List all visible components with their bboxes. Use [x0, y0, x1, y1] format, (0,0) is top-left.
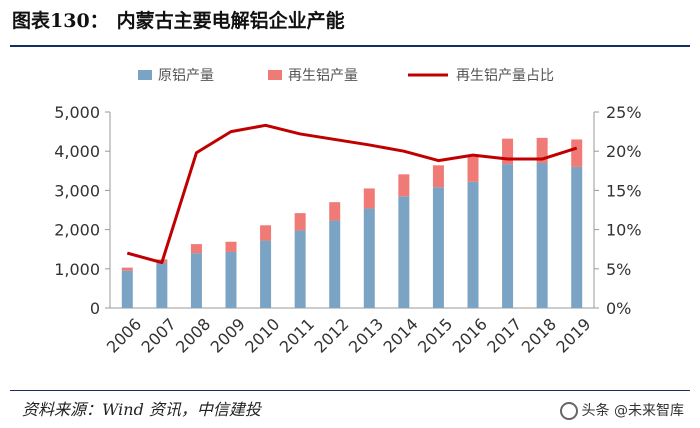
bar-recycled-aluminum — [121, 267, 133, 271]
bar-recycled-aluminum — [190, 244, 202, 254]
x-tick-label: 2011 — [276, 314, 318, 356]
watermark: 头条 @未来智库 — [555, 400, 688, 420]
y-right-tick-label: 5% — [606, 260, 631, 279]
x-tick-label: 2018 — [518, 314, 560, 356]
bar-primary-aluminum — [294, 230, 306, 308]
bar-primary-aluminum — [190, 253, 202, 308]
bars — [121, 137, 583, 308]
legend-label: 再生铝产量 — [288, 68, 358, 84]
title-divider — [10, 45, 690, 47]
bar-recycled-aluminum — [432, 165, 444, 188]
title-text: 内蒙古主要电解铝企业产能 — [116, 10, 345, 32]
legend-swatch — [138, 70, 152, 80]
bar-primary-aluminum — [536, 162, 548, 308]
bar-primary-aluminum — [398, 196, 410, 308]
x-tick-label: 2009 — [207, 314, 249, 356]
bar-recycled-aluminum — [260, 225, 272, 241]
bar-recycled-aluminum — [502, 138, 514, 165]
legend-label: 再生铝产量占比 — [456, 68, 554, 84]
bar-primary-aluminum — [363, 208, 375, 308]
y-left-tick-label: 3,000 — [54, 181, 100, 200]
footer-divider — [10, 390, 690, 391]
x-tick-label: 2006 — [103, 314, 145, 356]
bar-primary-aluminum — [225, 251, 237, 308]
x-tick-label: 2010 — [241, 314, 283, 356]
y-right-tick-label: 25% — [606, 103, 642, 122]
legend: 原铝产量 再生铝产量 再生铝产量占比 — [138, 68, 554, 84]
bar-recycled-aluminum — [225, 241, 237, 252]
x-tick-label: 2017 — [483, 314, 525, 356]
y-left-tick-label: 2,000 — [54, 221, 100, 240]
y-left-tick-label: 4,000 — [54, 142, 100, 161]
bar-recycled-aluminum — [363, 188, 375, 209]
watermark-text: 头条 @未来智库 — [581, 403, 684, 419]
bar-recycled-aluminum — [467, 156, 479, 182]
y-right-tick-label: 10% — [606, 221, 642, 240]
axes: 0 1,000 2,000 3,000 4,000 5,000 0% 5% 10% 15% 20% 2… — [54, 103, 641, 318]
x-tick-labels: 2006200720082009201020112012201320142015… — [103, 314, 595, 356]
bar-primary-aluminum — [156, 262, 168, 308]
bar-primary-aluminum — [502, 164, 514, 308]
y-left-tick-label: 0 — [90, 299, 100, 318]
ratio-polyline — [126, 123, 578, 265]
y-left-tick-label: 5,000 — [54, 103, 100, 122]
x-tick-label: 2007 — [138, 314, 180, 356]
x-tick-label: 2014 — [380, 314, 422, 356]
bar-primary-aluminum — [329, 220, 341, 308]
legend-swatch — [268, 70, 282, 80]
bar-primary-aluminum — [467, 181, 479, 308]
bar-primary-aluminum — [260, 240, 272, 308]
bar-recycled-aluminum — [536, 137, 548, 163]
bar-recycled-aluminum — [398, 174, 410, 197]
chart-title: 图表130： 内蒙古主要电解铝企业产能 — [12, 6, 345, 33]
y-left-tick-label: 1,000 — [54, 260, 100, 279]
bar-primary-aluminum — [571, 166, 583, 308]
y-right-tick-label: 0% — [606, 299, 631, 318]
x-tick-label: 2012 — [310, 314, 352, 356]
x-tick-label: 2019 — [552, 314, 594, 356]
source-note: 资料来源：Wind 资讯，中信建投 — [22, 400, 261, 419]
ratio-line — [126, 123, 578, 265]
figure-label: 图表130： — [12, 10, 109, 32]
bar-recycled-aluminum — [294, 213, 306, 231]
x-tick-label: 2016 — [449, 314, 491, 356]
bar-primary-aluminum — [432, 187, 444, 308]
x-tick-label: 2013 — [345, 314, 387, 356]
bar-recycled-aluminum — [329, 202, 341, 221]
watermark-icon — [559, 402, 578, 420]
x-tick-label: 2015 — [414, 314, 456, 356]
chart-area: 原铝产量 再生铝产量 再生铝产量占比 0 1,000 2,000 3,000 4,000 5,… — [54, 68, 641, 357]
x-tick-label: 2008 — [172, 314, 214, 356]
legend-label: 原铝产量 — [158, 68, 214, 84]
bar-primary-aluminum — [121, 270, 133, 308]
y-right-tick-label: 15% — [606, 181, 642, 200]
bar-recycled-aluminum — [571, 139, 583, 167]
y-right-tick-label: 20% — [606, 142, 642, 161]
